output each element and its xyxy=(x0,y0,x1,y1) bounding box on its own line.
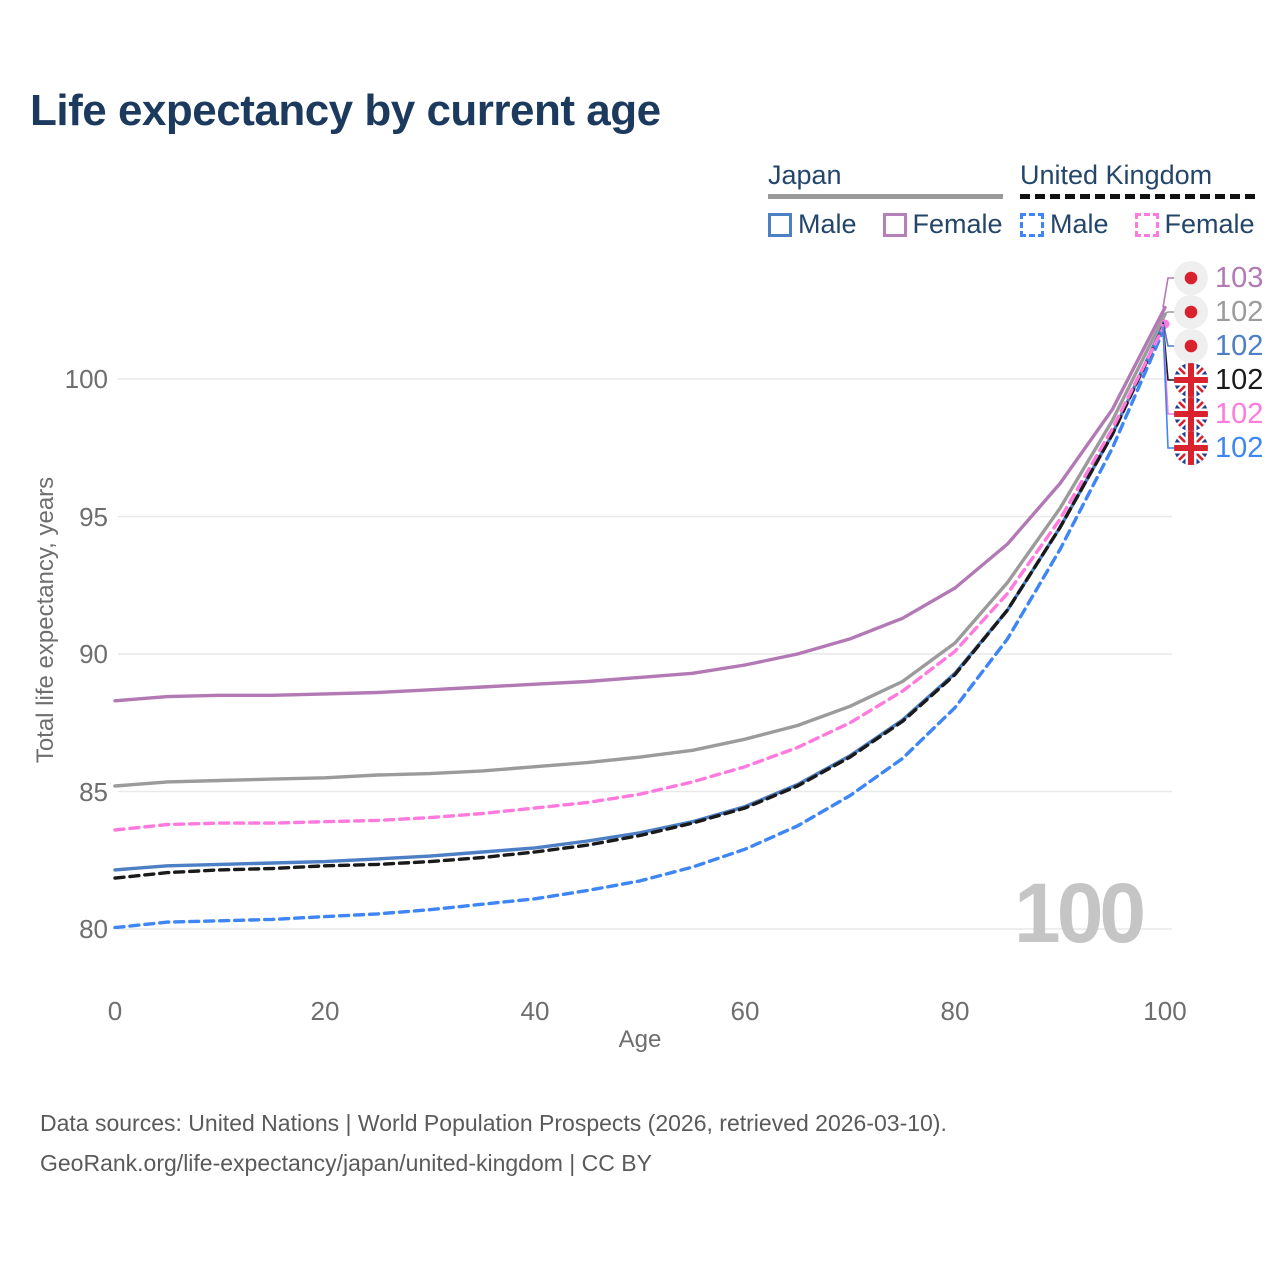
end-label-uk-male: 102 xyxy=(1174,431,1263,465)
end-label-value-japan-female: 103 xyxy=(1215,262,1264,294)
end-label-value-uk-female: 102 xyxy=(1215,398,1264,430)
x-axis-title: Age xyxy=(618,1026,662,1053)
series-line-uk-female[interactable] xyxy=(113,322,1167,832)
end-label-value-uk-male: 102 xyxy=(1215,432,1264,464)
y-tick-95: 95 xyxy=(79,501,108,532)
end-label-value-japan-male: 102 xyxy=(1215,330,1264,362)
end-label-connector-japan-all xyxy=(1162,311,1176,316)
series-line-uk-male[interactable] xyxy=(113,325,1167,930)
uk-flag-icon xyxy=(1174,397,1208,431)
legend-japan-line-sample xyxy=(768,194,1003,199)
japan-flag-icon xyxy=(1174,329,1208,363)
legend-uk-label[interactable]: United Kingdom xyxy=(1020,160,1213,190)
x-tick-100: 100 xyxy=(1143,996,1187,1026)
x-tick-40: 40 xyxy=(520,996,550,1026)
legend-uk-line-sample xyxy=(1020,194,1255,199)
japan-flag-icon xyxy=(1174,261,1208,295)
end-label-japan-male: 102 xyxy=(1174,329,1263,363)
series-line-uk-all[interactable] xyxy=(113,320,1167,880)
y-axis-title: Total life expectancy, years xyxy=(32,476,59,764)
legend-japan-label[interactable]: Japan xyxy=(768,160,842,190)
footer-data-sources: Data sources: United Nations | World Pop… xyxy=(40,1110,947,1136)
legend-group-united-kingdom: United Kingdom Male Female xyxy=(1020,160,1255,240)
legend-uk-male-label[interactable]: Male xyxy=(1050,209,1109,239)
y-tick-80: 80 xyxy=(79,914,108,944)
x-tick-20: 20 xyxy=(310,996,340,1026)
legend-japan-female-label[interactable]: Female xyxy=(912,209,1003,239)
uk-flag-icon xyxy=(1174,431,1208,465)
x-tick-0: 0 xyxy=(107,996,123,1026)
series-line-japan-male[interactable] xyxy=(113,319,1167,872)
x-tick-60: 60 xyxy=(730,996,760,1026)
uk-flag-icon xyxy=(1174,363,1208,397)
legend-japan-male-label[interactable]: Male xyxy=(798,209,857,239)
legend-swatch-japan-male[interactable] xyxy=(768,212,792,237)
y-tick-90: 90 xyxy=(79,639,108,669)
footer-attribution-link[interactable]: GeoRank.org/life-expectancy/japan/united… xyxy=(40,1150,652,1176)
end-label-uk-female: 102 xyxy=(1174,397,1263,431)
end-label-japan-all: 102 xyxy=(1174,295,1263,329)
end-label-connector-japan-male xyxy=(1162,321,1176,347)
legend-group-japan: Japan Male Female xyxy=(768,160,1003,240)
legend-swatch-uk-female[interactable] xyxy=(1134,212,1159,237)
end-label-uk-all: 102 xyxy=(1174,363,1263,397)
end-label-value-uk-all: 102 xyxy=(1215,364,1264,396)
y-tick-85: 85 xyxy=(79,776,108,807)
series-line-japan-female[interactable] xyxy=(113,305,1167,703)
series-line-japan-all[interactable] xyxy=(113,312,1167,788)
japan-flag-icon xyxy=(1174,295,1208,329)
end-label-connector-japan-female xyxy=(1162,277,1176,308)
end-label-japan-female: 103 xyxy=(1174,261,1263,295)
end-label-value-japan-all: 102 xyxy=(1215,296,1264,328)
legend-swatch-japan-female[interactable] xyxy=(882,212,907,237)
legend-swatch-uk-male[interactable] xyxy=(1020,212,1044,237)
y-tick-100: 100 xyxy=(64,364,108,394)
page-title: Life expectancy by current age xyxy=(30,86,661,135)
end-label-connector-uk-male xyxy=(1162,326,1176,449)
age-watermark: 100 xyxy=(1014,866,1146,960)
x-tick-80: 80 xyxy=(940,996,970,1026)
legend-uk-female-label[interactable]: Female xyxy=(1164,209,1255,239)
